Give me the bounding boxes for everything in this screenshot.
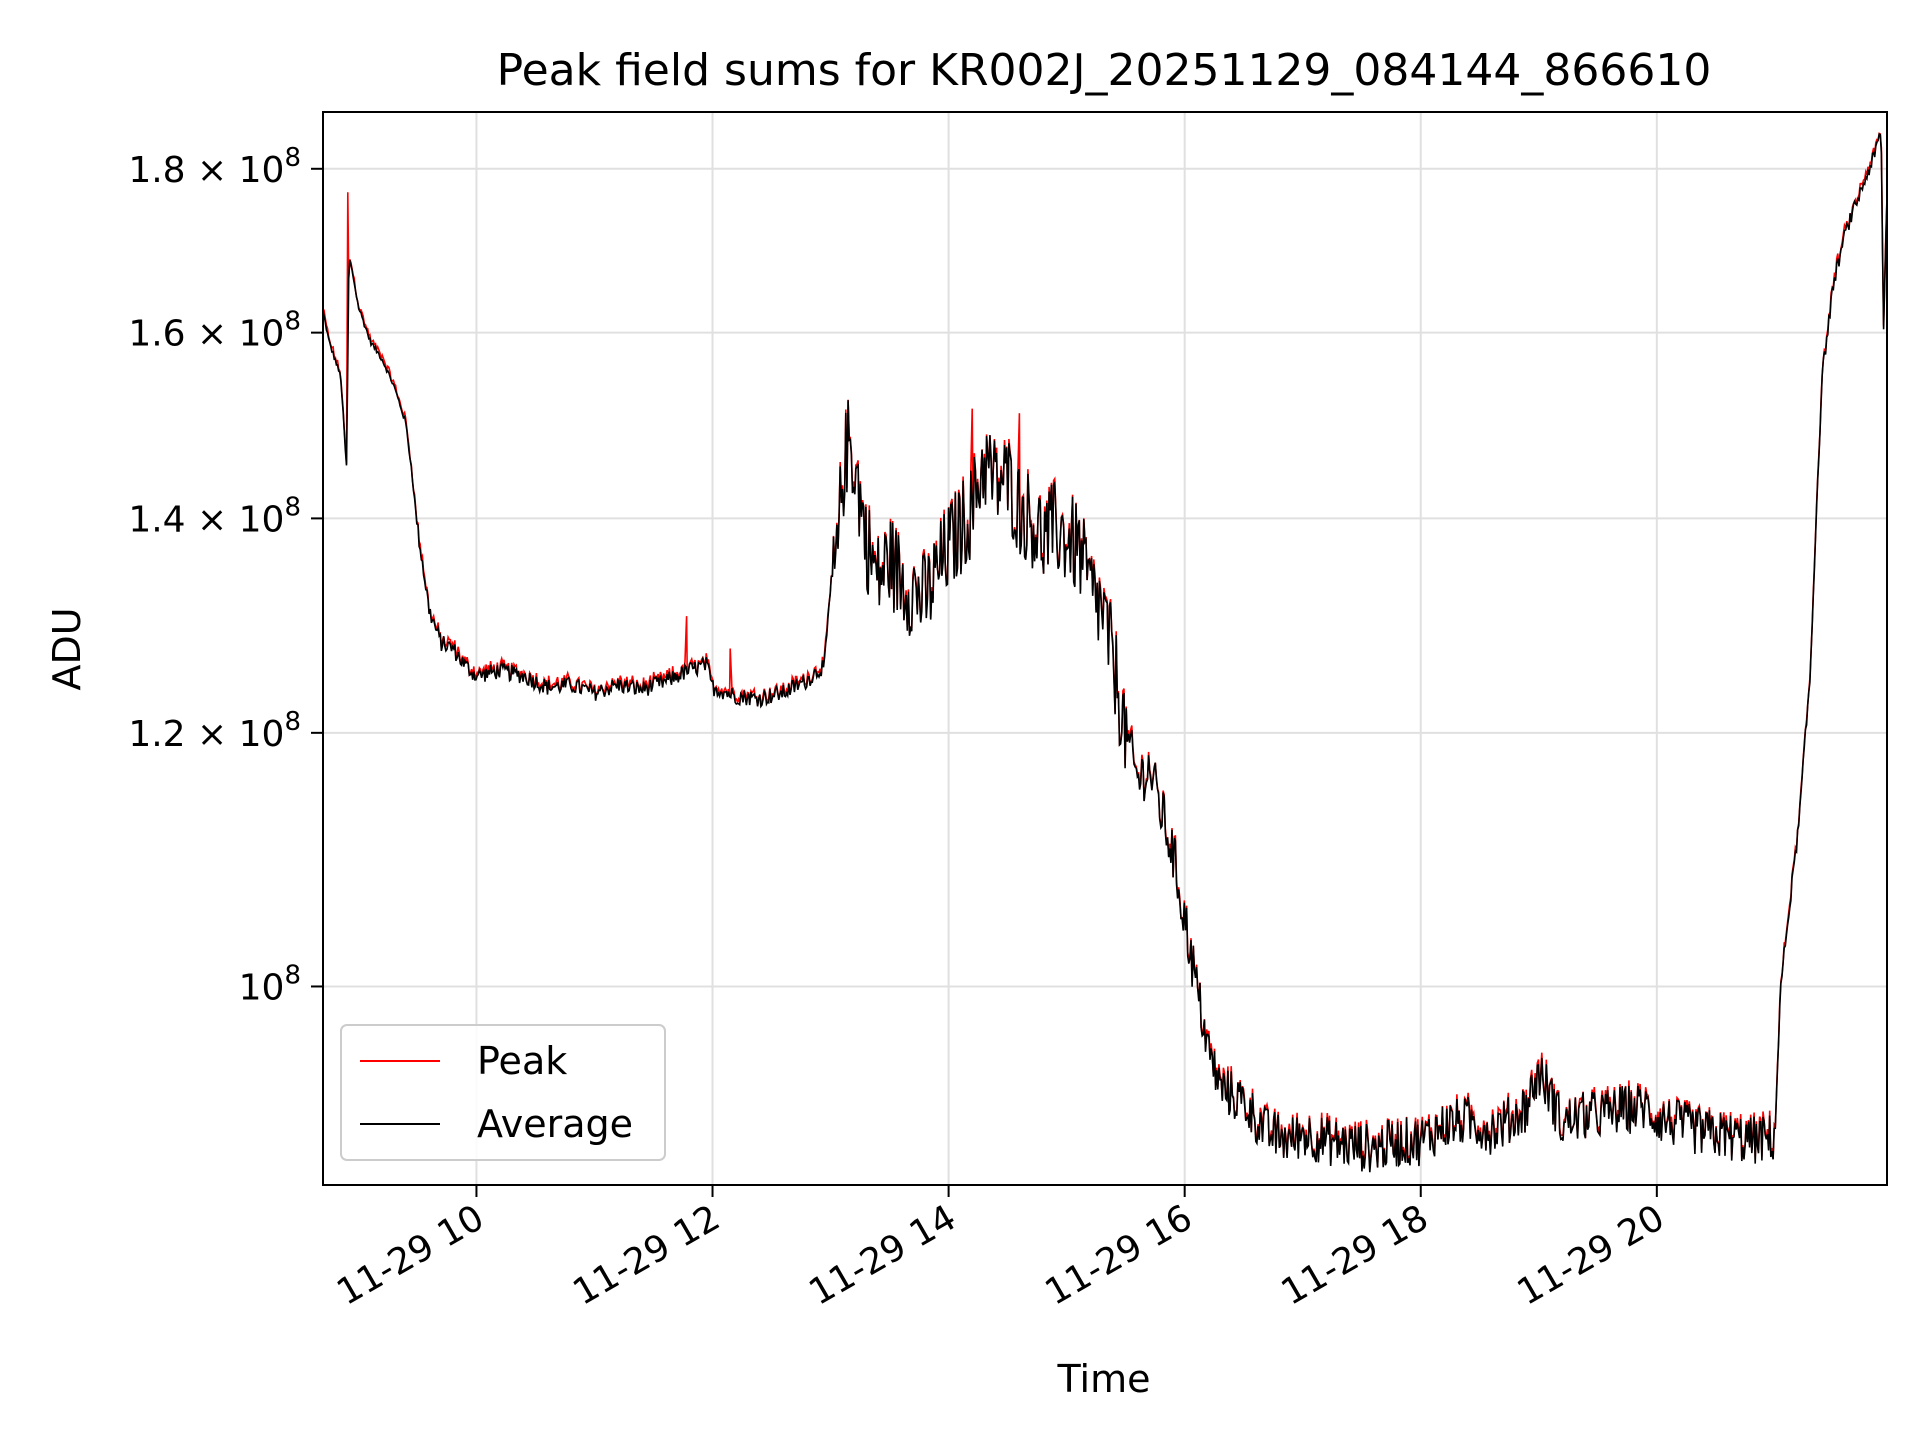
series-lines [322,132,1888,1173]
legend-label-average: Average [477,1102,633,1146]
series-line-average [322,132,1888,1173]
legend-label-peak: Peak [477,1039,567,1083]
legend: Peak Average [340,1024,666,1161]
y-tick-label: 1.8 × 108 [128,143,301,191]
chart-title: Peak field sums for KR002J_20251129_0841… [497,45,1712,96]
y-axis-label: ADU [45,607,89,690]
x-axis-label: Time [1057,1357,1151,1401]
legend-box [340,1024,666,1161]
plot-frame [322,111,1888,1186]
y-tick-label: 1.2 × 108 [128,707,301,755]
y-tick-label: 108 [239,960,301,1008]
y-tick-label: 1.4 × 108 [128,492,301,540]
y-tick-label: 1.6 × 108 [128,307,301,355]
grid-lines [323,112,1887,1185]
